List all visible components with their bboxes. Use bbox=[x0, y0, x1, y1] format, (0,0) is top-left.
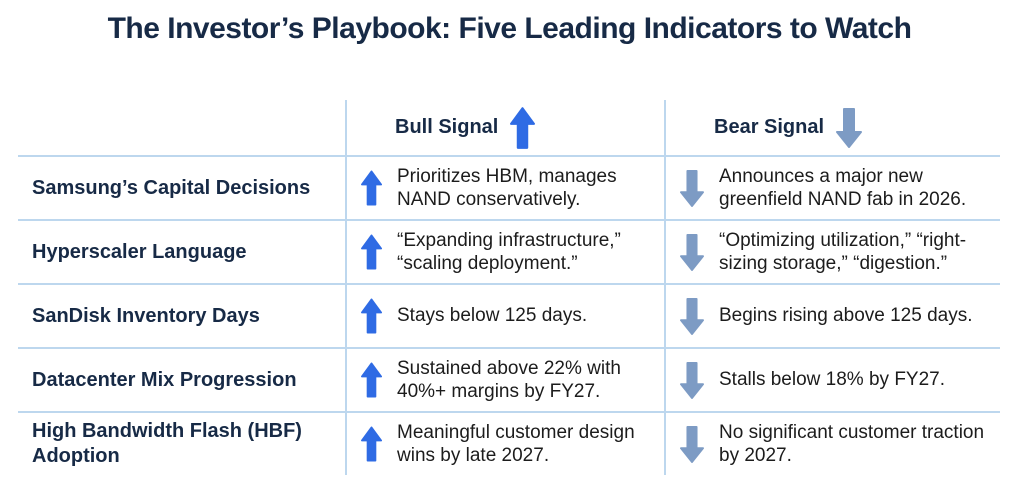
bull-cell: Prioritizes HBM, manages NAND conservati… bbox=[345, 155, 664, 219]
bull-cell: “Expanding infrastructure,” “scaling dep… bbox=[345, 219, 664, 283]
bull-signal-label: Bull Signal bbox=[395, 116, 499, 138]
bear-signal-text: No significant customer traction by 2027… bbox=[719, 421, 985, 466]
indicator-label: SanDisk Inventory Days bbox=[18, 283, 345, 347]
bear-signal-text: “Optimizing utilization,” “right-sizing … bbox=[719, 229, 967, 274]
bear-cell: No significant customer traction by 2027… bbox=[664, 411, 1000, 475]
bear-signal-label: Bear Signal bbox=[714, 116, 825, 138]
header-bull-cell: Bull Signal bbox=[345, 100, 664, 155]
bear-cell: Begins rising above 125 days. bbox=[664, 283, 1000, 347]
header-indicator-cell bbox=[18, 100, 345, 155]
indicator-label: Hyperscaler Language bbox=[18, 219, 345, 283]
indicator-label: Samsung’s Capital Decisions bbox=[18, 155, 345, 219]
up-arrow-icon bbox=[361, 234, 382, 270]
down-arrow-icon bbox=[680, 361, 704, 399]
down-arrow-icon bbox=[680, 297, 704, 335]
down-arrow-icon bbox=[680, 425, 704, 463]
bull-cell: Sustained above 22% with 40%+ margins by… bbox=[345, 347, 664, 411]
indicator-label: Datacenter Mix Progression bbox=[18, 347, 345, 411]
bull-signal-text: Sustained above 22% with 40%+ margins by… bbox=[397, 357, 621, 402]
up-arrow-icon bbox=[361, 426, 382, 462]
bear-cell: “Optimizing utilization,” “right-sizing … bbox=[664, 219, 1000, 283]
up-arrow-icon bbox=[361, 170, 382, 206]
bull-signal-text: “Expanding infrastructure,” “scaling dep… bbox=[397, 229, 621, 274]
playbook-page: The Investor’s Playbook: Five Leading In… bbox=[0, 12, 1019, 492]
bear-signal-text: Begins rising above 125 days. bbox=[719, 305, 973, 327]
bull-signal-text: Prioritizes HBM, manages NAND conservati… bbox=[397, 165, 617, 210]
bear-cell: Stalls below 18% by FY27. bbox=[664, 347, 1000, 411]
bull-cell: Meaningful customer design wins by late … bbox=[345, 411, 664, 475]
up-arrow-icon bbox=[510, 106, 536, 149]
indicator-label: High Bandwidth Flash (HBF) Adoption bbox=[18, 411, 345, 475]
header-bear-cell: Bear Signal bbox=[664, 100, 1000, 155]
bear-signal-text: Announces a major new greenfield NAND fa… bbox=[719, 165, 967, 210]
up-arrow-icon bbox=[361, 298, 382, 334]
bull-signal-text: Meaningful customer design wins by late … bbox=[397, 421, 635, 466]
bear-signal-text: Stalls below 18% by FY27. bbox=[719, 369, 946, 391]
bull-signal-text: Stays below 125 days. bbox=[397, 305, 588, 327]
indicators-table: Bull Signal Bear Signal Samsung’s Capita… bbox=[18, 100, 1000, 475]
down-arrow-icon bbox=[680, 233, 704, 271]
down-arrow-icon bbox=[836, 107, 863, 148]
bear-cell: Announces a major new greenfield NAND fa… bbox=[664, 155, 1000, 219]
page-title: The Investor’s Playbook: Five Leading In… bbox=[107, 12, 912, 45]
up-arrow-icon bbox=[361, 362, 382, 398]
bull-cell: Stays below 125 days. bbox=[345, 283, 664, 347]
down-arrow-icon bbox=[680, 169, 704, 207]
